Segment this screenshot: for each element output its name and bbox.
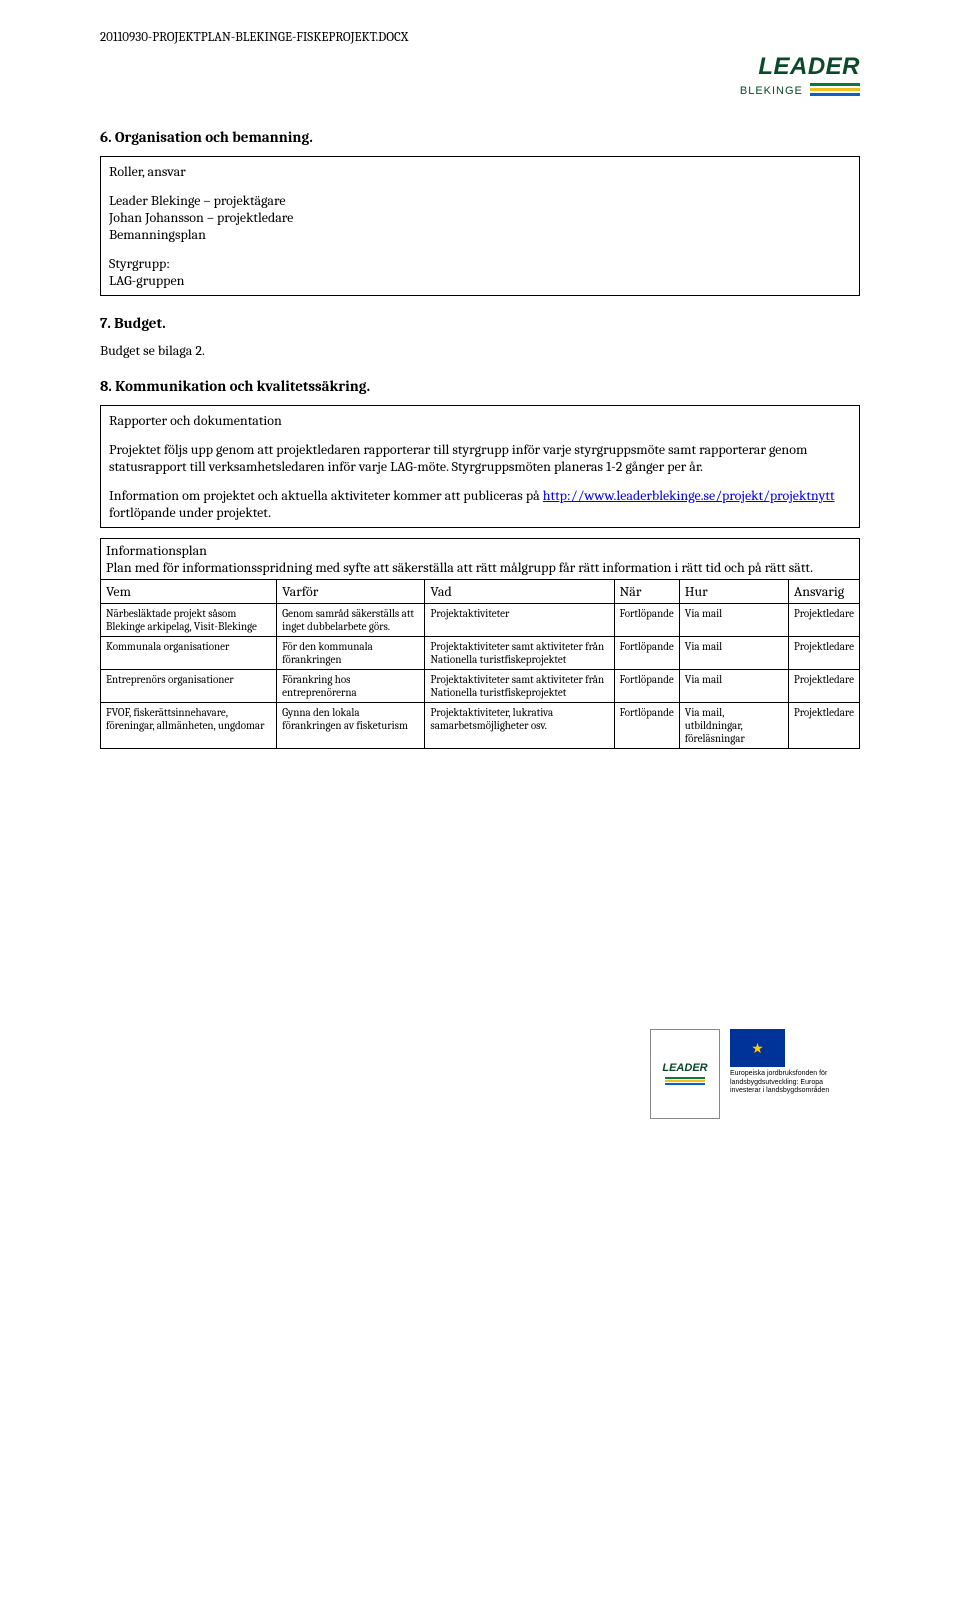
footer-eu-logo: ★ Europeiska jordbruksfonden för landsby… — [730, 1029, 860, 1119]
cell: Via mail — [679, 637, 788, 670]
leader-logo-subrow: BLEKINGE — [740, 81, 860, 98]
mini-stripes — [665, 1077, 705, 1086]
mini-stripe — [665, 1080, 705, 1082]
table-row: Kommunala organisationer För den kommuna… — [101, 637, 860, 670]
cell: Projektledare — [788, 637, 859, 670]
johan-line: Johan Johansson – projektledare — [109, 209, 293, 226]
col-ansvarig: Ansvarig — [788, 580, 859, 604]
cell: Via mail, utbildningar, föreläsningar — [679, 703, 788, 749]
cell: Fortlöpande — [614, 670, 679, 703]
cell: Projektledare — [788, 670, 859, 703]
section-6-box: Roller, ansvar Leader Blekinge – projekt… — [100, 156, 860, 296]
mini-stripe — [665, 1083, 705, 1085]
section-6-heading: 6. Organisation och bemanning. — [100, 128, 860, 146]
col-vem: Vem — [101, 580, 277, 604]
leader-line: Leader Blekinge – projektägare — [109, 192, 286, 209]
col-hur: Hur — [679, 580, 788, 604]
col-nar: När — [614, 580, 679, 604]
section-8-box1: Rapporter och dokumentation Projektet fö… — [100, 405, 860, 528]
eu-flag-icon: ★ — [730, 1029, 785, 1067]
cell: Via mail — [679, 670, 788, 703]
roller-lines: Leader Blekinge – projektägare Johan Joh… — [109, 192, 851, 243]
cell: För den kommunala förankringen — [277, 637, 425, 670]
cell: Projektledare — [788, 604, 859, 637]
cell: Närbesläktade projekt såsom Blekinge ark… — [101, 604, 277, 637]
link-post: fortlöpande under projektet. — [109, 504, 271, 521]
stripe-blue — [810, 93, 860, 96]
styrgrupp-label: Styrgrupp: — [109, 255, 170, 272]
informationsplan-table: Informationsplan Plan med för informatio… — [100, 538, 860, 749]
cell: Fortlöpande — [614, 637, 679, 670]
cell: Entreprenörs organisationer — [101, 670, 277, 703]
cell: Projektaktiviteter, lukrativa samarbetsm… — [425, 703, 614, 749]
logo-stripes — [810, 83, 860, 98]
intro-row: Informationsplan Plan med för informatio… — [101, 539, 860, 580]
section-7-heading: 7. Budget. — [100, 314, 860, 332]
header-filename: 20110930-PROJEKTPLAN-BLEKINGE-FISKEPROJE… — [100, 30, 860, 45]
intro-cell: Informationsplan Plan med för informatio… — [101, 539, 860, 580]
col-varfor: Varför — [277, 580, 425, 604]
cell: Fortlöpande — [614, 703, 679, 749]
info-intro-text: Plan med för informationsspridning med s… — [106, 559, 813, 576]
table-row: FVOF, fiskerättsinnehavare, föreningar, … — [101, 703, 860, 749]
mini-leader-text: LEADER — [662, 1062, 707, 1074]
cell: Projektaktiviteter samt aktiviteter från… — [425, 637, 614, 670]
rapporter-heading: Rapporter och dokumentation — [109, 412, 851, 429]
roller-ansvar: Roller, ansvar — [109, 163, 851, 180]
cell: Fortlöpande — [614, 604, 679, 637]
cell: Projektaktiviteter samt aktiviteter från… — [425, 670, 614, 703]
eu-text-3: investerar i landsbygdsområden — [730, 1087, 860, 1095]
footer-leader-logo: LEADER — [650, 1029, 720, 1119]
cell: Gynna den lokala förankringen av fisketu… — [277, 703, 425, 749]
cell: Projektledare — [788, 703, 859, 749]
cell: Förankring hos entreprenörerna — [277, 670, 425, 703]
leaderblekinge-link[interactable]: http://www.leaderblekinge.se/projekt/pro… — [543, 487, 835, 504]
stripe-green — [810, 83, 860, 86]
cell: Via mail — [679, 604, 788, 637]
table-row: Närbesläktade projekt såsom Blekinge ark… — [101, 604, 860, 637]
col-vad: Vad — [425, 580, 614, 604]
cell: Kommunala organisationer — [101, 637, 277, 670]
footer-logos: LEADER ★ Europeiska jordbruksfonden för … — [100, 1029, 860, 1119]
blekinge-text: BLEKINGE — [740, 85, 803, 97]
eu-text-2: landsbygdsutveckling: Europa — [730, 1079, 860, 1087]
logo-row: LEADER BLEKINGE — [100, 53, 860, 98]
leader-logo: LEADER BLEKINGE — [740, 53, 860, 98]
lag-gruppen: LAG-gruppen — [109, 272, 184, 289]
rapporter-link-para: Information om projektet och aktuella ak… — [109, 487, 851, 521]
cell: FVOF, fiskerättsinnehavare, föreningar, … — [101, 703, 277, 749]
rapporter-body: Projektet följs upp genom att projektled… — [109, 441, 851, 475]
link-pre: Information om projektet och aktuella ak… — [109, 487, 543, 504]
leader-logo-text: LEADER — [740, 53, 860, 81]
section-7-text: Budget se bilaga 2. — [100, 342, 860, 359]
eu-text-1: Europeiska jordbruksfonden för — [730, 1070, 860, 1078]
header-row: Vem Varför Vad När Hur Ansvarig — [101, 580, 860, 604]
mini-stripe — [665, 1077, 705, 1079]
cell: Projektaktiviteter — [425, 604, 614, 637]
styrgrupp-block: Styrgrupp: LAG-gruppen — [109, 255, 851, 289]
info-title: Informationsplan — [106, 542, 207, 559]
section-8-heading: 8. Kommunikation och kvalitetssäkring. — [100, 377, 860, 395]
table-row: Entreprenörs organisationer Förankring h… — [101, 670, 860, 703]
bemanningsplan-line: Bemanningsplan — [109, 226, 206, 243]
eu-stars-icon: ★ — [751, 1040, 764, 1057]
stripe-yellow — [810, 88, 860, 91]
cell: Genom samråd säkerställs att inget dubbe… — [277, 604, 425, 637]
